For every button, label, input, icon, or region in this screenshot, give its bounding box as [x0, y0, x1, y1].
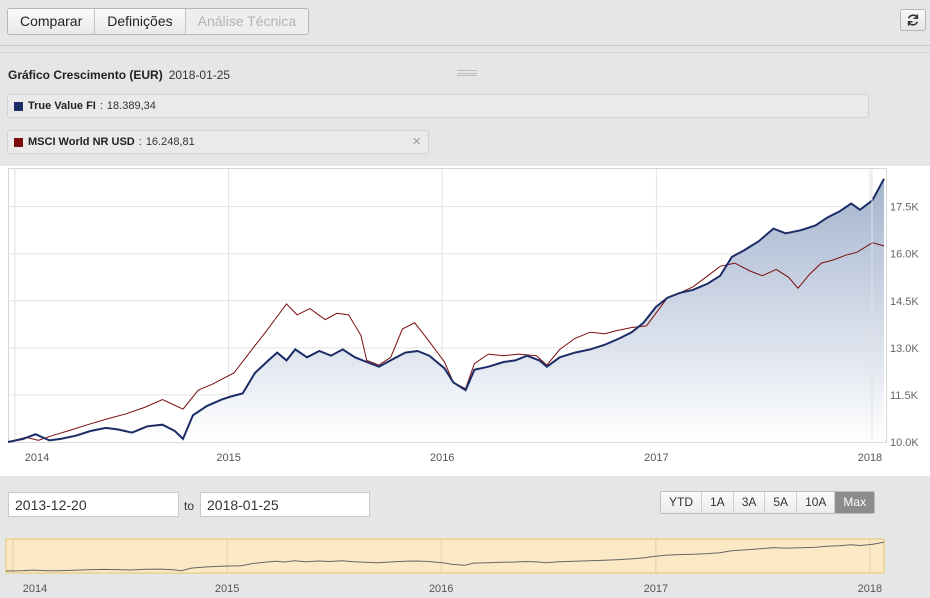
chart-title-date: 2018-01-25 — [168, 68, 231, 82]
y-tick-label: 11.5K — [890, 390, 919, 402]
range-button-1a[interactable]: 1A — [702, 492, 734, 513]
area-fill-true-value — [8, 178, 884, 443]
navigator-x-tick-label: 2014 — [23, 583, 47, 595]
range-button-10a[interactable]: 10A — [797, 492, 836, 513]
navigator-chart[interactable]: 2014 2015 2016 2017 2018 — [0, 536, 930, 598]
x-tick-label: 2018 — [858, 452, 882, 464]
navigator-selection[interactable] — [5, 538, 885, 574]
y-tick-label: 17.5K — [890, 202, 919, 214]
x-axis-labels: 2014 2015 2016 2017 2018 — [25, 452, 882, 464]
tab-analise-tecnica: Análise Técnica — [185, 9, 309, 34]
navigator-x-tick-label: 2017 — [644, 583, 668, 595]
x-tick-label: 2015 — [216, 452, 240, 464]
y-tick-label: 16.0K — [890, 249, 919, 261]
tab-definicoes[interactable]: Definições — [95, 9, 186, 34]
y-tick-label: 10.0K — [890, 437, 919, 449]
line-true-value — [7, 178, 885, 443]
y-tick-label: 14.5K — [890, 296, 919, 308]
navigator-x-tick-label: 2015 — [215, 583, 239, 595]
drag-handle[interactable] — [457, 70, 477, 76]
x-tick-label: 2014 — [25, 452, 49, 464]
tab-group: Comparar Definições Análise Técnica — [7, 8, 310, 35]
range-button-3a[interactable]: 3A — [733, 492, 766, 513]
navigator-x-tick-label: 2018 — [858, 583, 882, 595]
divider — [0, 52, 930, 53]
range-button-5a[interactable]: 5A — [765, 492, 798, 513]
legend-separator: : — [138, 136, 142, 148]
tab-comparar[interactable]: Comparar — [8, 9, 96, 34]
refresh-button[interactable] — [900, 9, 926, 31]
range-button-ytd[interactable]: YTD — [661, 492, 702, 513]
close-icon[interactable]: × — [412, 133, 421, 150]
navigator-line — [5, 541, 885, 572]
chart-title-text: Gráfico Crescimento (EUR) — [8, 68, 163, 82]
legend-item-msci-world[interactable]: MSCI World NR USD : 16.248,81 × — [7, 130, 429, 154]
y-tick-label: 13.0K — [890, 343, 919, 355]
navigator-x-tick-label: 2016 — [429, 583, 453, 595]
refresh-icon — [907, 14, 919, 26]
date-to-input[interactable] — [200, 492, 370, 517]
legend-series-name: True Value FI — [28, 100, 96, 112]
legend-item-true-value[interactable]: True Value FI : 18.389,34 — [7, 94, 869, 118]
legend-separator: : — [99, 100, 103, 112]
legend-swatch — [14, 137, 23, 147]
date-from-input[interactable] — [8, 492, 179, 517]
y-axis-labels: 10.0K 11.5K 13.0K 14.5K 16.0K 17.5K — [890, 202, 919, 449]
range-button-max[interactable]: Max — [835, 492, 875, 513]
date-to-label: to — [184, 499, 195, 513]
legend-series-name: MSCI World NR USD — [28, 136, 135, 148]
x-tick-label: 2016 — [430, 452, 454, 464]
range-selector: YTD 1A 3A 5A 10A Max — [660, 491, 876, 514]
navigator-x-labels: 2014 2015 2016 2017 2018 — [23, 583, 882, 595]
legend-series-value: 16.248,81 — [145, 136, 195, 148]
legend-series-value: 18.389,34 — [106, 100, 156, 112]
chart-title: Gráfico Crescimento (EUR) 2018-01-25 — [8, 68, 230, 82]
legend-swatch — [14, 101, 23, 111]
top-toolbar: Comparar Definições Análise Técnica — [0, 0, 930, 46]
x-tick-label: 2017 — [644, 452, 668, 464]
